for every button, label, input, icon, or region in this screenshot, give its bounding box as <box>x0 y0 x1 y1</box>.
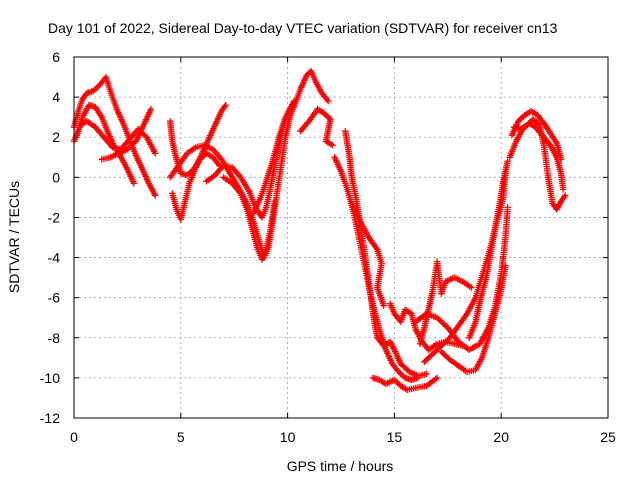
marker-plus <box>386 300 466 353</box>
y-axis-label: SDTVAR / TECUs <box>6 181 22 293</box>
marker-plus <box>98 105 155 163</box>
x-axis-label: GPS time / hours <box>287 458 394 474</box>
marker-plus <box>369 374 441 394</box>
series-track-25 <box>510 116 569 213</box>
y-tick-label: -10 <box>40 370 60 386</box>
y-tick-label: -12 <box>40 410 60 426</box>
series-track-16 <box>369 374 441 394</box>
marker-plus <box>297 105 336 149</box>
x-tick-label: 25 <box>600 429 616 445</box>
series-track-12 <box>297 105 336 149</box>
y-tick-label: 2 <box>52 129 60 145</box>
series-track-10 <box>250 114 289 217</box>
series-track-4 <box>98 105 155 163</box>
x-tick-label: 10 <box>280 429 296 445</box>
y-tick-label: -8 <box>48 330 61 346</box>
y-tick-label: 4 <box>52 89 60 105</box>
series-track-9 <box>220 174 278 263</box>
y-tick-label: -2 <box>48 209 61 225</box>
marker-plus <box>466 158 511 341</box>
data-markers <box>70 67 569 394</box>
x-tick-label: 20 <box>493 429 509 445</box>
y-tick-label: 0 <box>52 169 60 185</box>
axis-ticks: 0 5 10 15 20 25 -12 -10 -8 -6 -4 -2 0 2 4 6 <box>40 49 616 445</box>
x-tick-label: 0 <box>70 429 78 445</box>
y-tick-label: 6 <box>52 49 60 65</box>
marker-plus <box>331 154 422 384</box>
plot-frame <box>73 56 609 419</box>
y-tick-label: -6 <box>48 290 61 306</box>
series-track-17 <box>386 300 466 353</box>
marker-plus <box>220 174 278 263</box>
series-track-15 <box>348 200 387 309</box>
marker-plus <box>250 114 289 217</box>
marker-plus <box>416 258 475 347</box>
series-track-18 <box>416 258 475 347</box>
marker-plus <box>510 116 569 213</box>
x-tick-label: 15 <box>387 429 403 445</box>
series-track-14 <box>331 154 422 384</box>
series-track-21 <box>438 262 509 376</box>
marker-plus <box>438 262 509 376</box>
series-track-22 <box>466 158 511 341</box>
series-track-11 <box>290 67 332 111</box>
marker-plus <box>348 200 387 309</box>
y-tick-label: -4 <box>48 250 61 266</box>
chart-title: Day 101 of 2022, Sidereal Day-to-day VTE… <box>48 20 558 36</box>
marker-plus <box>290 67 332 111</box>
x-tick-label: 5 <box>177 429 185 445</box>
